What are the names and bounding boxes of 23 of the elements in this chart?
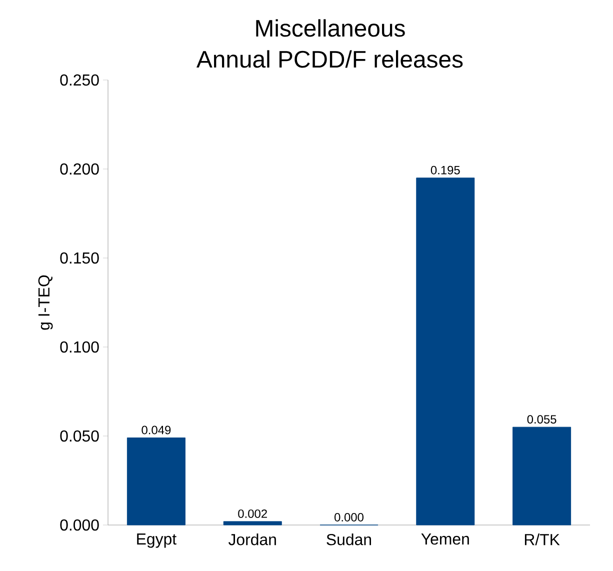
x-tick-label: Sudan [326, 534, 372, 546]
x-tick-label: Egypt [137, 534, 176, 548]
chart-subtitle: Annual PCDD/F releases [196, 50, 463, 68]
y-tick-label: 0.050 [60, 430, 99, 442]
bar [416, 178, 475, 526]
y-axis-title: g I-TEQ [38, 275, 53, 330]
y-tick-label: 0.200 [60, 163, 99, 175]
data-label: 0.002 [238, 509, 267, 518]
data-label: 0.000 [334, 513, 364, 522]
chart-title: Miscellaneous [256, 19, 405, 37]
data-label: 0.055 [527, 415, 556, 424]
bar [126, 438, 186, 526]
y-tick-label: 0.100 [60, 341, 99, 353]
y-tick-label: 0.150 [60, 252, 99, 264]
data-label: 0.195 [430, 166, 460, 174]
x-tick-label: Yemen [421, 534, 469, 545]
y-tick-label: 0.000 [60, 519, 99, 531]
x-tick-label: R/TK [524, 534, 560, 546]
data-label: 0.049 [142, 426, 171, 434]
y-tick-label: 0.250 [60, 74, 99, 86]
x-tick-label: Jordan [228, 534, 276, 546]
bar [512, 426, 572, 526]
bar [223, 521, 282, 526]
